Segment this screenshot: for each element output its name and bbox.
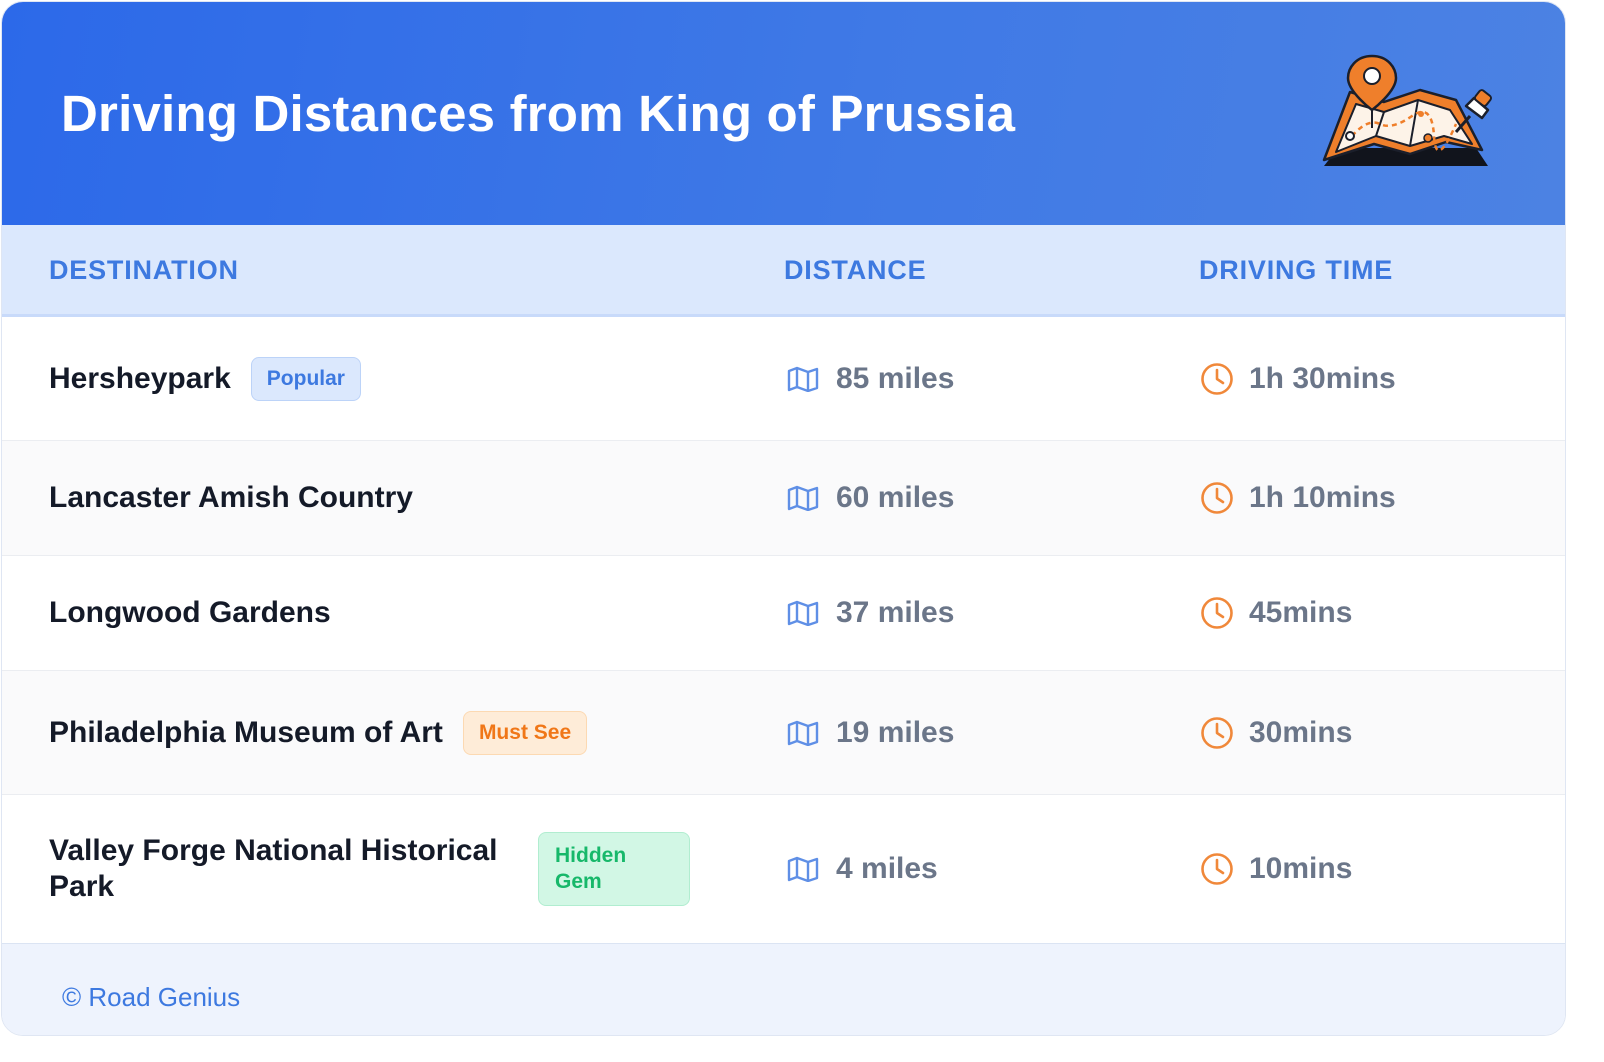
table-row: Valley Forge National Historical Park Hi…: [2, 795, 1565, 943]
table-row: Hersheypark Popular 85 miles 1h 30mins: [2, 317, 1565, 441]
clock-icon: [1199, 852, 1235, 886]
map-icon: [786, 720, 820, 746]
table-row: Lancaster Amish Country 60 miles 1h 10mi…: [2, 441, 1565, 556]
destination-name: Hersheypark: [49, 361, 231, 395]
driving-time-value: 1h 30mins: [1249, 361, 1396, 395]
destination-name: Valley Forge National Historical Park: [49, 834, 498, 903]
popular-badge: Popular: [250, 356, 361, 401]
clock-icon: [1199, 596, 1235, 630]
page-title: Driving Distances from King of Prussia: [61, 85, 1016, 142]
table-header: DESTINATION DISTANCE DRIVING TIME: [2, 225, 1565, 317]
map-icon: [786, 485, 820, 511]
table-row: Philadelphia Museum of Art Must See 19 m…: [2, 671, 1565, 795]
table-row: Longwood Gardens 37 miles 45mins: [2, 556, 1565, 671]
destination-name: Lancaster Amish Country: [49, 481, 413, 514]
driving-time-value: 10mins: [1249, 852, 1353, 885]
map-icon: [786, 856, 820, 882]
clock-icon: [1199, 481, 1235, 515]
copyright-text[interactable]: © Road Genius: [62, 982, 241, 1012]
driving-time-value: 30mins: [1249, 715, 1353, 749]
distance-value: 19 miles: [836, 715, 955, 749]
map-icon: [786, 366, 820, 392]
column-header-destination[interactable]: DESTINATION: [49, 255, 239, 285]
column-header-driving-time[interactable]: DRIVING TIME: [1199, 255, 1394, 285]
clock-icon: [1199, 716, 1235, 750]
destination-name: Longwood Gardens: [49, 596, 331, 629]
folded-map-with-pins-icon: [1322, 54, 1492, 166]
distance-value: 37 miles: [836, 596, 955, 629]
footer: © Road Genius: [2, 943, 1565, 1035]
distances-card: Driving Distances from King of Prussia D…: [1, 1, 1566, 1036]
distance-value: 85 miles: [836, 361, 955, 395]
header-banner: Driving Distances from King of Prussia: [2, 2, 1565, 225]
distance-value: 4 miles: [836, 852, 938, 885]
clock-icon: [1199, 362, 1235, 396]
hidden-gem-badge: Hidden Gem: [538, 832, 690, 906]
must-see-badge: Must See: [462, 710, 588, 755]
column-header-distance[interactable]: DISTANCE: [784, 255, 927, 285]
destination-name: Philadelphia Museum of Art: [49, 715, 443, 749]
driving-time-value: 1h 10mins: [1249, 481, 1396, 514]
map-icon: [786, 600, 820, 626]
distance-value: 60 miles: [836, 481, 955, 514]
driving-time-value: 45mins: [1249, 596, 1353, 629]
